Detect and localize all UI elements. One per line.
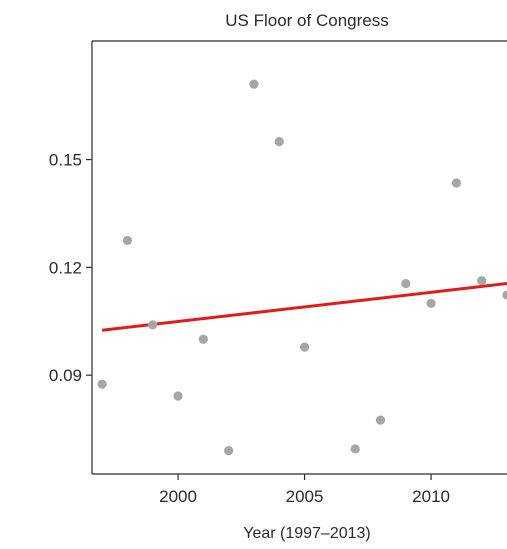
x-tick-label: 2010 bbox=[412, 487, 450, 506]
data-point bbox=[97, 379, 107, 389]
trend-line-group bbox=[101, 282, 507, 332]
data-point bbox=[350, 444, 360, 454]
y-axis: 0.09 0.12 0.15 bbox=[49, 151, 92, 385]
trend-line bbox=[101, 282, 507, 332]
data-point bbox=[502, 290, 507, 300]
x-axis-label: Year (1997–2013) bbox=[243, 525, 371, 542]
x-tick-label: 2005 bbox=[286, 487, 324, 506]
data-point bbox=[274, 137, 284, 147]
data-point bbox=[122, 235, 133, 246]
data-point bbox=[173, 391, 183, 401]
y-tick-label: 0.15 bbox=[49, 151, 82, 170]
data-point bbox=[401, 278, 411, 289]
data-point bbox=[477, 276, 487, 286]
y-tick-label: 0.12 bbox=[49, 258, 82, 277]
data-point bbox=[375, 415, 386, 425]
plot-area bbox=[91, 40, 507, 475]
data-point bbox=[249, 79, 259, 89]
data-point bbox=[451, 178, 461, 188]
data-point bbox=[224, 446, 234, 456]
data-point bbox=[299, 342, 310, 352]
data-point bbox=[426, 298, 436, 308]
data-point bbox=[148, 320, 158, 330]
x-tick-label: 2000 bbox=[159, 487, 197, 506]
y-tick-label: 0.09 bbox=[49, 366, 82, 385]
chart-title: US Floor of Congress bbox=[225, 11, 388, 30]
data-points bbox=[97, 79, 507, 456]
x-axis: 2000 2005 2010 bbox=[159, 474, 450, 506]
data-point bbox=[198, 334, 208, 344]
